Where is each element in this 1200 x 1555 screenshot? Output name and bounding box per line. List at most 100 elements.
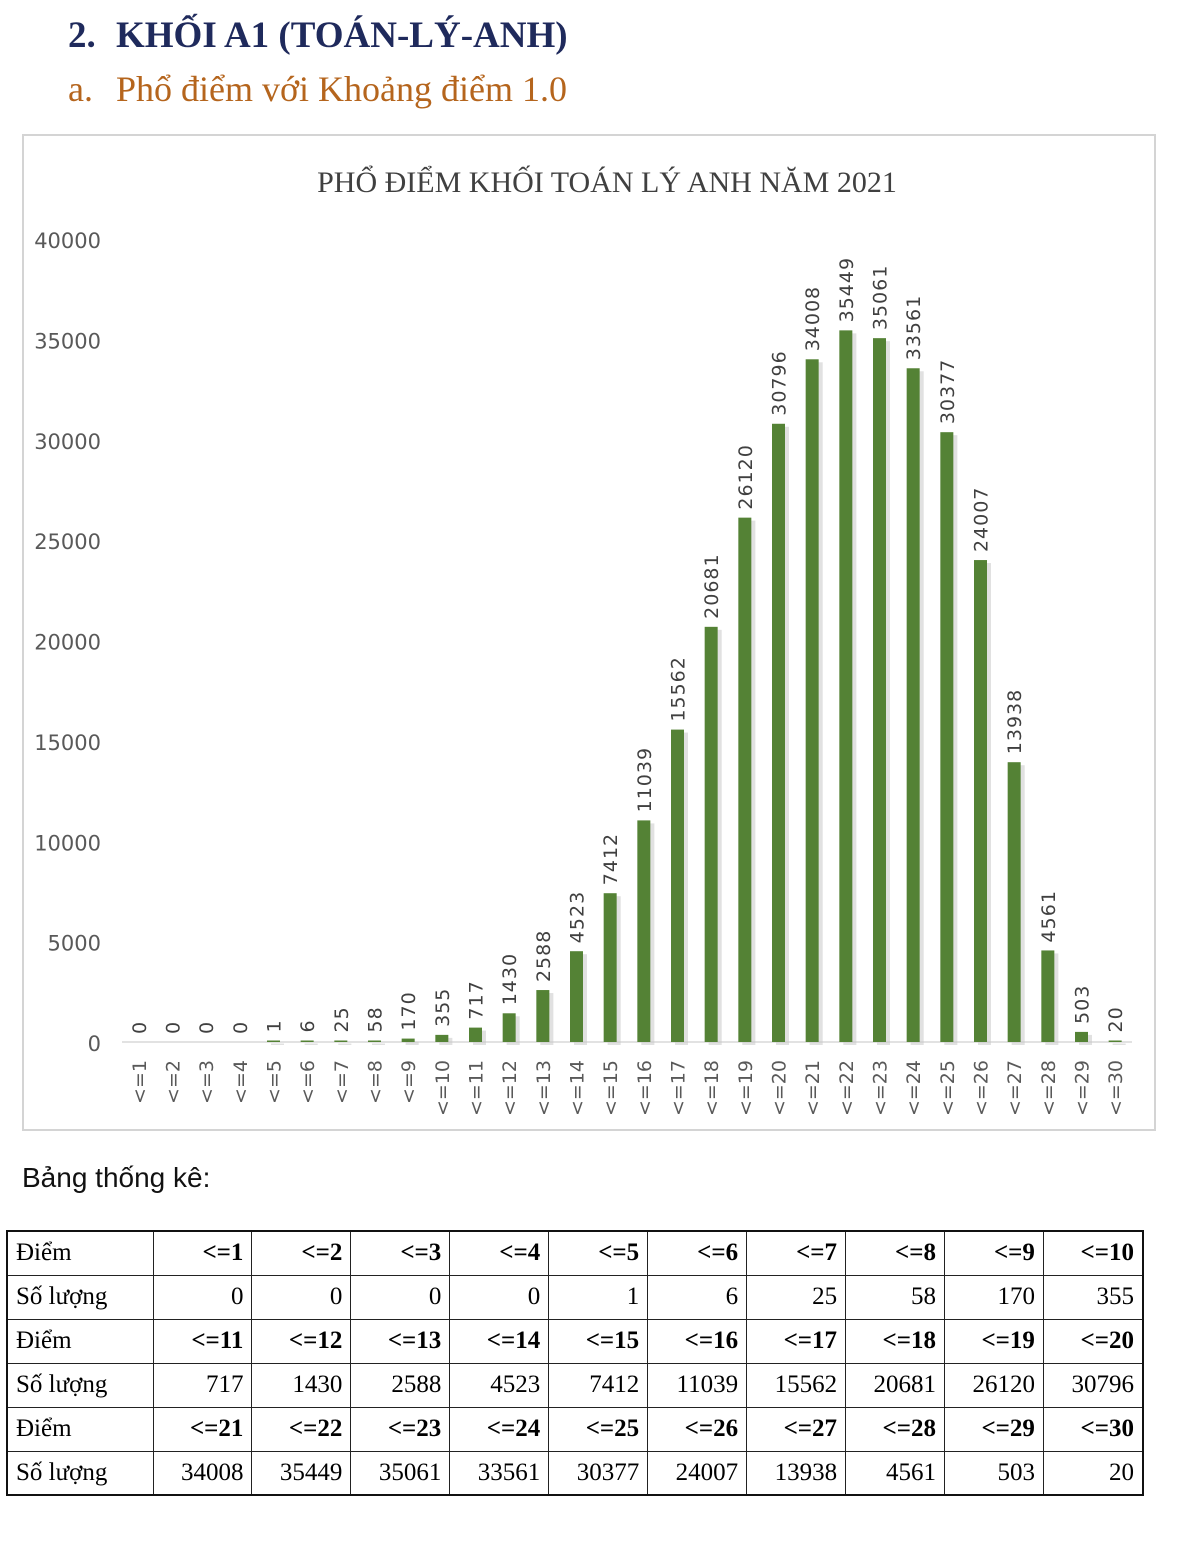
bar-value-label: 24007 [971,487,993,552]
bar-value-label: 25 [331,1006,353,1032]
bar [671,729,684,1042]
chart-frame: PHỔ ĐIỂM KHỐI TOÁN LÝ ANH NĂM 2021 0 5000 1… [22,134,1156,1131]
count-cell: 33561 [449,1450,550,1496]
score-cell: <=24 [449,1406,550,1452]
x-tick-label: <=4 [230,1060,252,1104]
bar-value-label: 30796 [769,350,791,415]
score-cell: <=30 [1042,1406,1144,1452]
bar-shadow [304,1043,318,1045]
score-cell: <=5 [548,1230,649,1276]
score-cell: <=15 [548,1318,649,1364]
x-tick-label: <=28 [1038,1060,1060,1116]
bar [1108,1040,1122,1042]
x-tick-label: <=24 [903,1060,925,1116]
count-cell: 717 [152,1362,253,1408]
score-cell: <=25 [548,1406,649,1452]
score-cell: <=18 [845,1318,945,1364]
x-tick-label: <=29 [1072,1060,1094,1116]
score-cell: <=1 [152,1230,253,1276]
bar [469,1027,482,1042]
x-tick-label: <=26 [971,1060,993,1116]
x-tick-label: <=20 [769,1060,791,1116]
count-cell: 58 [845,1274,945,1320]
bar [570,951,583,1042]
count-row: Số lượng 34008 35449 35061 33561 30377 24007 13… [6,1450,1144,1496]
bar [906,368,920,1042]
bar [1007,762,1021,1042]
bar-value-label: 6 [297,1019,319,1032]
bar [704,626,718,1042]
count-cell: 20 [1042,1450,1144,1496]
count-cell: 355 [1042,1274,1144,1320]
score-cell: <=9 [944,1230,1044,1276]
bar [738,517,752,1042]
bar-value-label: 35449 [836,257,858,322]
bar-shadow [271,1043,284,1045]
x-tick-label: <=3 [196,1060,218,1104]
bar-value-label: 0 [230,1021,252,1034]
count-cell: 7412 [548,1362,649,1408]
y-tick-label: 35000 [34,329,101,353]
bar-shadow [405,1041,419,1045]
count-cell: 30377 [548,1450,649,1496]
bar [1041,950,1055,1042]
x-tick-label: <=10 [432,1060,454,1116]
x-tick-label: <=25 [937,1060,959,1116]
bar-value-label: 0 [196,1021,218,1034]
count-cell: 1430 [251,1362,352,1408]
x-tick-label: <=13 [533,1060,555,1116]
bar-value-label: 503 [1072,985,1094,1024]
y-tick-label: 30000 [34,430,101,454]
count-cell: 0 [251,1274,352,1320]
score-distribution-chart: PHỔ ĐIỂM KHỐI TOÁN LÝ ANH NĂM 2021 0 5000 1… [34,165,1132,1116]
x-tick-label: <=27 [1004,1060,1026,1116]
score-cell: <=11 [152,1318,253,1364]
bar-value-label: 35061 [870,265,892,330]
bar-value-label: 1 [264,1019,286,1032]
bar [300,1040,314,1042]
count-cell: 503 [944,1450,1044,1496]
subsection-number: a. [68,69,93,109]
score-row: Điểm <=21 <=22 <=23 <=24 <=25 <=26 <=27 <=28 <=29… [6,1406,1144,1452]
bar [502,1013,516,1042]
y-tick-label: 0 [88,1032,101,1056]
x-tick-label: <=12 [499,1060,521,1116]
bar [603,893,617,1042]
y-tick-label: 10000 [34,831,101,855]
count-cell: 26120 [944,1362,1044,1408]
chart-title: PHỔ ĐIỂM KHỐI TOÁN LÝ ANH NĂM 2021 [317,165,897,199]
score-row: Điểm <=1 <=2 <=3 <=4 <=5 <=6 <=7 <=8 <=9 <=10 [6,1230,1144,1276]
score-cell: <=22 [251,1406,352,1452]
count-cell: 2588 [350,1362,451,1408]
stats-table: Điểm <=1 <=2 <=3 <=4 <=5 <=6 <=7 <=8 <=9 <=10 Số lư… [6,1230,1144,1496]
bar-value-label: 7412 [600,833,622,885]
x-tick-label: <=18 [701,1060,723,1116]
score-cell: <=19 [944,1318,1044,1364]
bar-value-label: 13938 [1004,689,1026,754]
bar [1075,1031,1088,1042]
count-row: Số lượng 0 0 0 0 1 6 25 58 170 355 [6,1274,1144,1320]
bar-value-label: 15562 [668,656,690,721]
count-cell: 0 [152,1274,253,1320]
bar-value-label: 4561 [1038,890,1060,942]
x-tick-label: <=23 [870,1060,892,1116]
section-number: 2. [68,15,96,56]
row-label: Số lượng [6,1274,154,1320]
bar-value-label: 717 [466,980,488,1019]
row-label: Điểm [6,1318,154,1364]
score-cell: <=28 [845,1406,945,1452]
bar [435,1034,449,1042]
score-cell: <=27 [746,1406,847,1452]
count-cell: 4561 [845,1450,945,1496]
count-cell: 25 [746,1274,847,1320]
count-cell: 30796 [1042,1362,1144,1408]
bar-value-label: 20 [1105,1006,1127,1032]
bar-value-label: 34008 [802,286,824,351]
section-title: KHỐI A1 (TOÁN-LÝ-ANH) [116,15,568,56]
score-cell: <=21 [152,1406,253,1452]
x-tick-label: <=15 [600,1060,622,1116]
bar-value-label: 20681 [701,553,723,618]
row-label: Số lượng [6,1362,154,1408]
y-tick-label: 25000 [34,530,101,554]
bar-value-label: 58 [365,1006,387,1032]
